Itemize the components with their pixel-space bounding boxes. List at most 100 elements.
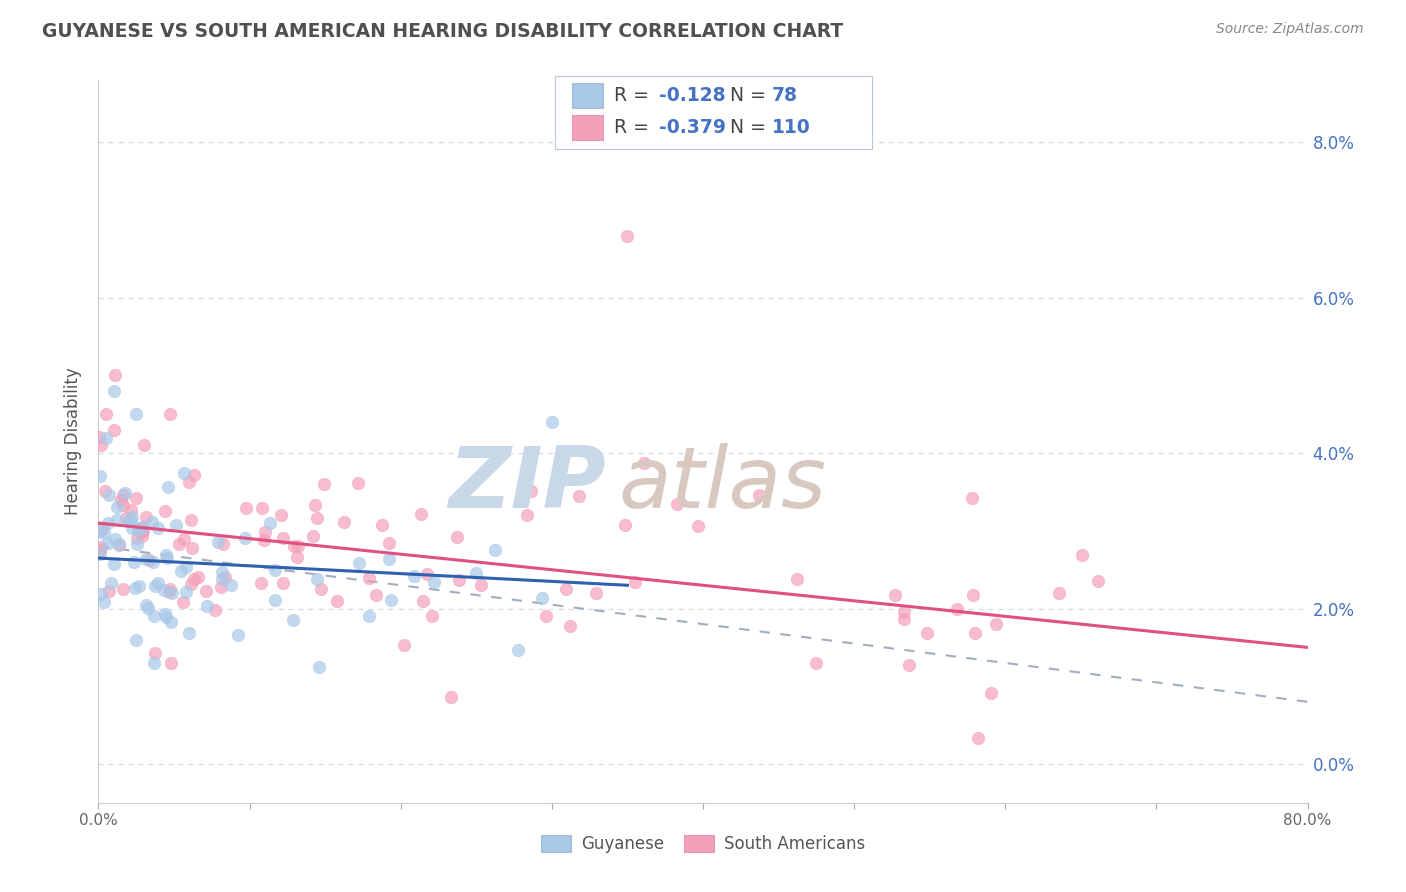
Text: R =: R = bbox=[614, 118, 655, 137]
Point bbox=[97, 516, 120, 531]
Point bbox=[283, 613, 305, 627]
Point bbox=[748, 488, 770, 502]
Point bbox=[624, 575, 647, 590]
Point bbox=[884, 588, 907, 602]
Point bbox=[364, 588, 387, 602]
Y-axis label: Hearing Disability: Hearing Disability bbox=[65, 368, 83, 516]
Text: N =: N = bbox=[730, 86, 772, 105]
Point bbox=[568, 489, 591, 503]
Point bbox=[613, 517, 636, 532]
Point bbox=[97, 488, 120, 502]
Point bbox=[250, 575, 273, 590]
Point bbox=[108, 537, 131, 551]
Point bbox=[131, 529, 153, 543]
Point bbox=[170, 564, 193, 578]
Point bbox=[155, 548, 177, 562]
Point bbox=[305, 572, 328, 586]
Text: atlas: atlas bbox=[619, 443, 827, 526]
Point bbox=[305, 511, 328, 525]
Point bbox=[402, 568, 425, 582]
Text: 110: 110 bbox=[772, 118, 811, 137]
Point bbox=[115, 511, 138, 525]
Point bbox=[219, 577, 242, 591]
Point bbox=[204, 603, 226, 617]
Point bbox=[111, 498, 134, 512]
Point bbox=[156, 480, 179, 494]
Point bbox=[253, 533, 276, 548]
Point bbox=[616, 228, 638, 243]
Point bbox=[283, 539, 305, 553]
Point bbox=[173, 594, 195, 608]
Point bbox=[143, 609, 166, 624]
Point bbox=[122, 555, 145, 569]
Point bbox=[806, 657, 828, 671]
Legend: Guyanese, South Americans: Guyanese, South Americans bbox=[534, 828, 872, 860]
Point bbox=[132, 520, 155, 534]
Point bbox=[153, 504, 176, 518]
Point bbox=[127, 523, 149, 537]
Point bbox=[377, 536, 399, 550]
Point bbox=[128, 579, 150, 593]
Point bbox=[304, 498, 326, 512]
Point bbox=[371, 517, 394, 532]
Point bbox=[155, 607, 177, 622]
Point bbox=[967, 731, 990, 745]
Text: ZIP: ZIP bbox=[449, 443, 606, 526]
Point bbox=[326, 594, 349, 608]
Point bbox=[143, 656, 166, 670]
Point bbox=[270, 508, 292, 522]
Point bbox=[132, 524, 155, 538]
Point bbox=[420, 608, 443, 623]
Point bbox=[90, 540, 112, 554]
Point bbox=[110, 493, 132, 508]
Point bbox=[211, 565, 233, 579]
Point bbox=[125, 491, 148, 505]
Point bbox=[180, 577, 202, 591]
Point bbox=[138, 553, 160, 567]
Point bbox=[165, 518, 187, 533]
Point bbox=[114, 486, 136, 500]
Point bbox=[125, 531, 148, 545]
Point bbox=[93, 483, 115, 498]
Point bbox=[108, 537, 131, 551]
Point bbox=[347, 556, 370, 570]
Point bbox=[160, 656, 183, 670]
Point bbox=[105, 500, 128, 514]
Point bbox=[264, 563, 287, 577]
Point bbox=[378, 551, 401, 566]
Point bbox=[302, 529, 325, 543]
Point bbox=[90, 438, 112, 452]
Point bbox=[359, 608, 381, 623]
Point bbox=[124, 581, 146, 595]
Point bbox=[470, 577, 492, 591]
Text: -0.379: -0.379 bbox=[659, 118, 727, 137]
Point bbox=[135, 598, 157, 612]
Text: N =: N = bbox=[730, 118, 772, 137]
Point bbox=[195, 599, 218, 613]
Point bbox=[209, 580, 232, 594]
Point bbox=[97, 536, 120, 550]
Point bbox=[159, 582, 181, 597]
Point bbox=[129, 521, 152, 535]
Point bbox=[104, 532, 127, 546]
Point bbox=[271, 576, 294, 591]
Point bbox=[89, 430, 111, 444]
Text: R =: R = bbox=[614, 86, 655, 105]
Point bbox=[214, 570, 236, 584]
Point bbox=[915, 625, 938, 640]
Point bbox=[416, 566, 439, 581]
Point bbox=[103, 384, 125, 398]
Point bbox=[89, 524, 111, 538]
Point bbox=[89, 547, 111, 561]
Point bbox=[173, 466, 195, 480]
Point bbox=[945, 602, 967, 616]
Point bbox=[111, 488, 134, 502]
Point bbox=[235, 500, 257, 515]
Point bbox=[380, 593, 402, 607]
Point bbox=[312, 477, 335, 491]
Point bbox=[121, 509, 143, 524]
Point bbox=[93, 525, 115, 540]
Point bbox=[173, 532, 195, 546]
Point bbox=[233, 531, 256, 545]
Point bbox=[181, 541, 204, 555]
